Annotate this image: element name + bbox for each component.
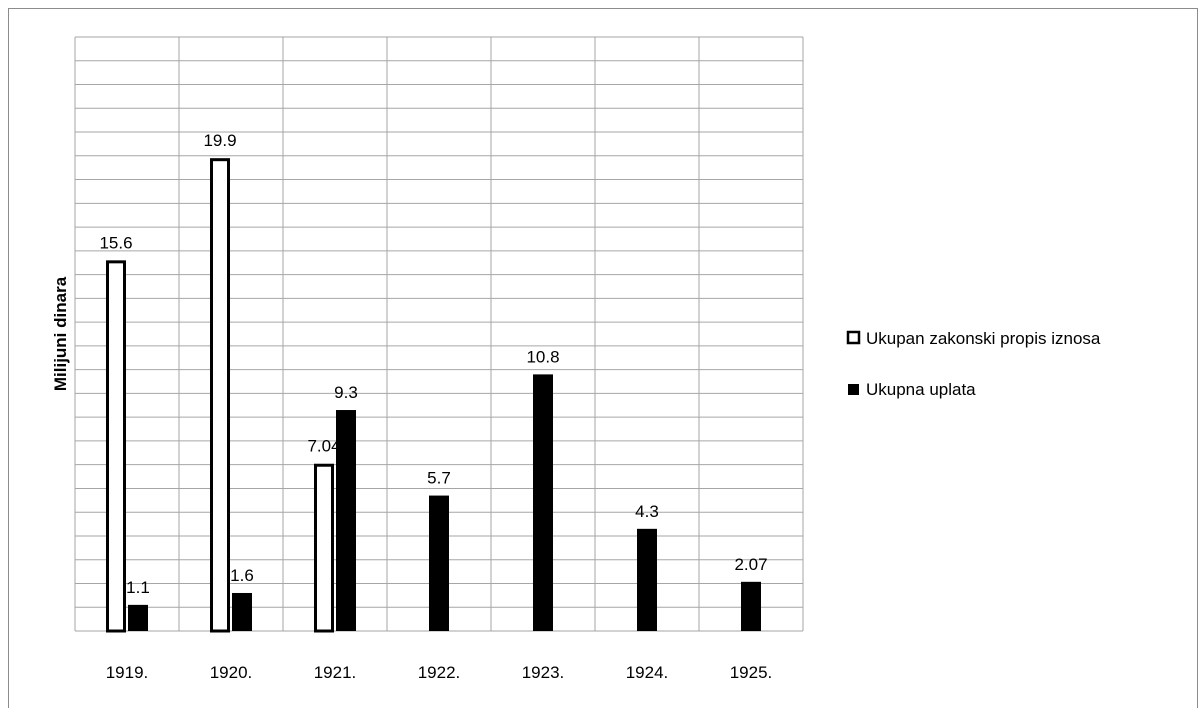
y-axis-label: Milijuni dinara	[51, 276, 70, 391]
bar-uplata-1924	[637, 528, 657, 631]
data-label: 15.6	[99, 233, 132, 252]
bar-propis-1919	[106, 260, 126, 633]
bars	[106, 158, 761, 633]
legend-entry: Ukupna uplata	[866, 380, 976, 399]
data-label: 1.1	[126, 578, 150, 597]
bar-uplata-1919	[128, 604, 148, 631]
legend-swatch	[846, 330, 861, 345]
data-label: 7.04	[307, 437, 340, 456]
x-tick-label: 1920.	[210, 663, 253, 682]
data-label: 1.6	[230, 566, 254, 585]
bar-uplata-1925	[741, 581, 761, 631]
data-labels: 15.6 1.1 19.9 1.6 7.04 9.3 5.7 10.8 4.3 2.07	[99, 131, 767, 597]
bar-uplata-1920	[232, 592, 252, 631]
bar-uplata-1921	[336, 410, 356, 631]
data-label: 2.07	[734, 555, 767, 574]
bar-propis-1921	[314, 463, 334, 633]
data-label: 19.9	[203, 131, 236, 150]
bar-uplata-1922	[429, 495, 449, 631]
bar-propis-1920	[210, 158, 230, 633]
x-tick-label: 1923.	[522, 663, 565, 682]
data-label: 10.8	[526, 347, 559, 366]
data-label: 5.7	[427, 469, 451, 488]
data-label: 9.3	[334, 383, 358, 402]
x-tick-label: 1919.	[106, 663, 149, 682]
x-tick-label: 1922.	[418, 663, 461, 682]
x-axis-ticks: 1919. 1920. 1921. 1922. 1923. 1924. 1925.	[106, 663, 773, 682]
chart-frame	[8, 8, 1198, 708]
data-label: 4.3	[635, 502, 659, 521]
bar-uplata-1923	[533, 374, 553, 631]
x-tick-label: 1925.	[730, 663, 773, 682]
legend: Ukupan zakonski propis iznosa Ukupna upla…	[846, 329, 1101, 399]
legend-swatch	[848, 384, 859, 395]
x-tick-label: 1924.	[626, 663, 669, 682]
legend-entry: Ukupan zakonski propis iznosa	[866, 329, 1101, 348]
x-tick-label: 1921.	[314, 663, 357, 682]
